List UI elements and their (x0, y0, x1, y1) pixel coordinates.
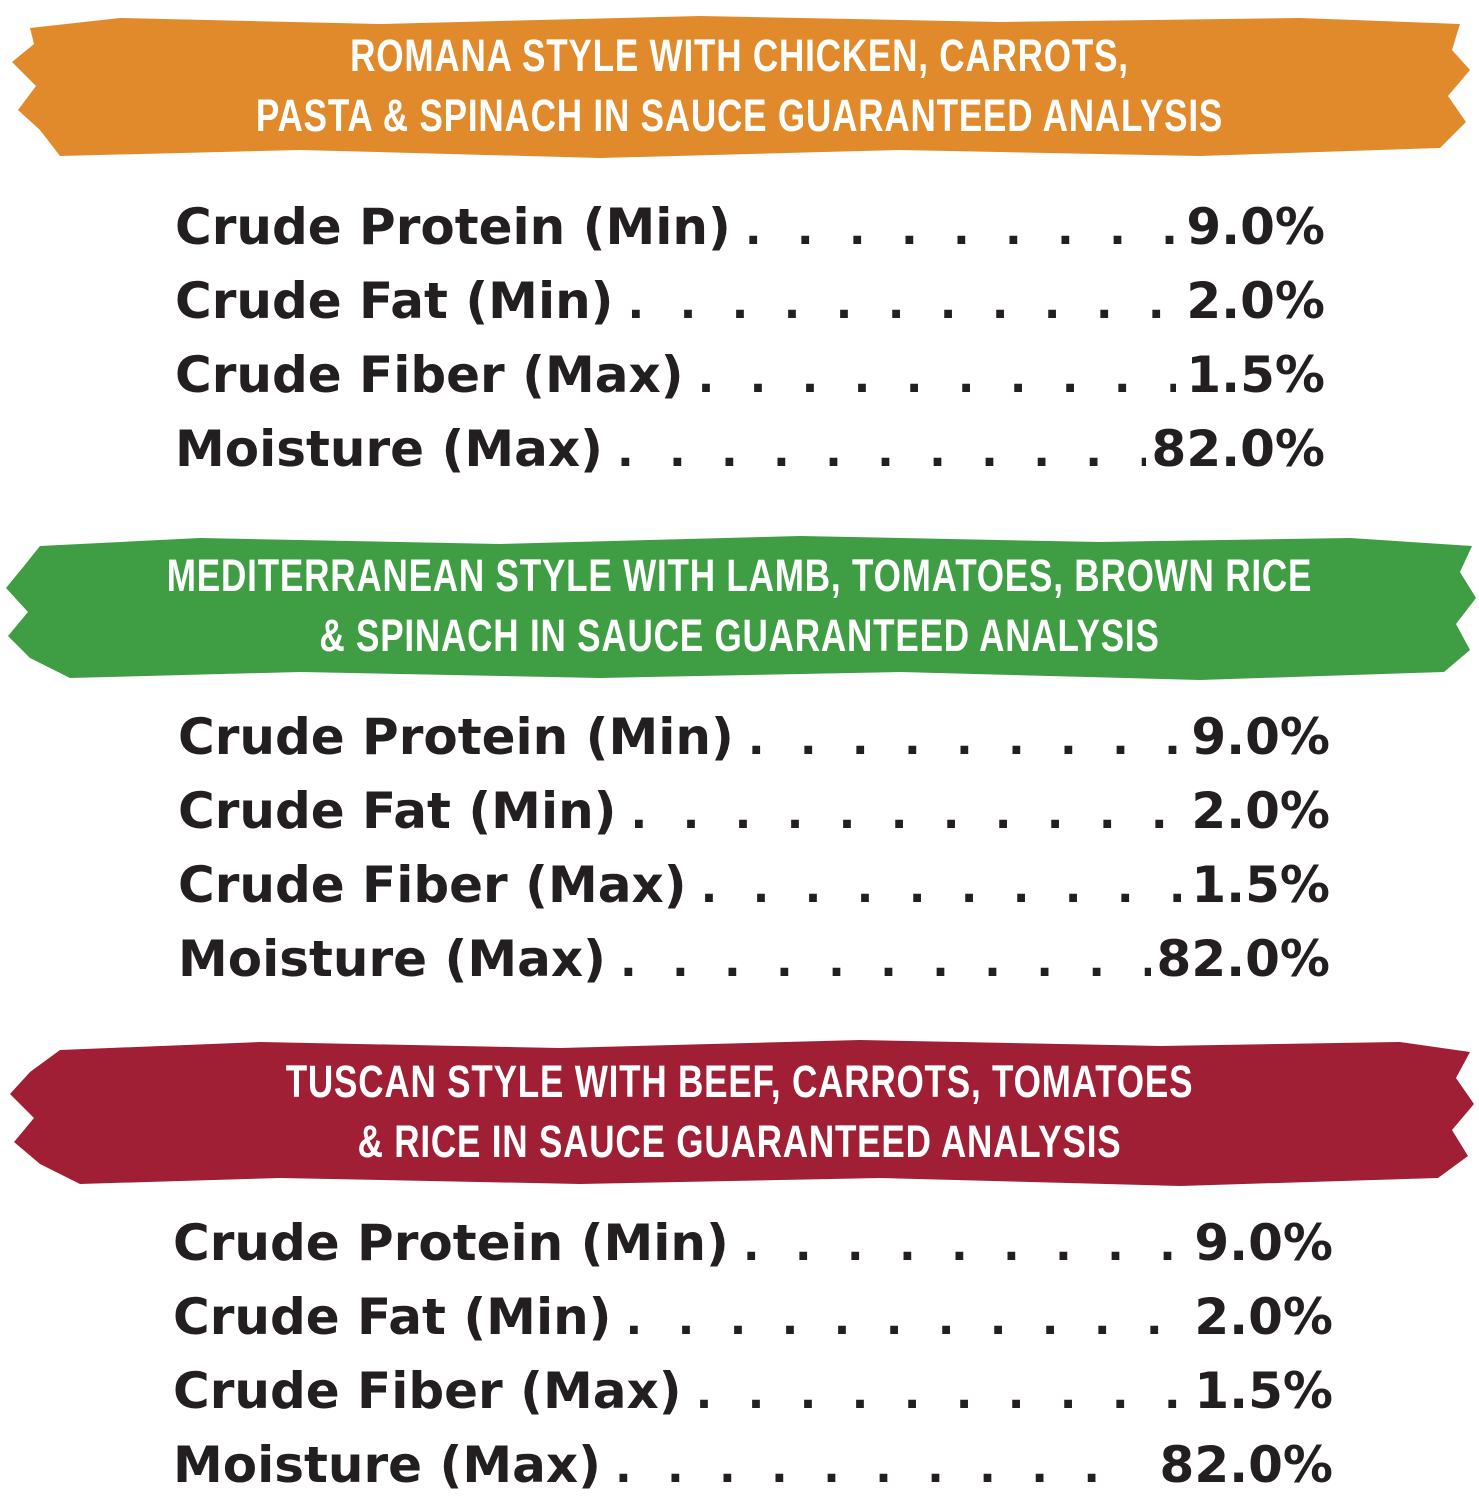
brush-stroke-shape (6, 536, 1476, 680)
heading-banner: ROMANA STYLE WITH CHICKEN, CARROTS, PAST… (0, 10, 1479, 160)
leader-dots: . . . . . . . . . . . . . . . . . . . . … (700, 862, 1182, 913)
row-value: 2.0% (1186, 272, 1325, 330)
heading-line-1: ROMANA STYLE WITH CHICKEN, CARROTS, (350, 30, 1129, 81)
row-value: 9.0% (1194, 1214, 1333, 1272)
row-label: Crude Protein (Min) (173, 1214, 729, 1272)
analysis-row: Crude Fat (Min) . . . . . . . . . . . . … (175, 264, 1325, 338)
leader-dots: . . . . . . . . . . . . . . . . . . . . … (627, 278, 1177, 329)
heading-line-2: & SPINACH IN SAUCE GUARANTEED ANALYSIS (319, 610, 1160, 661)
analysis-row: Crude Protein (Min) . . . . . . . . . . … (173, 1206, 1333, 1280)
row-label: Crude Fiber (Max) (175, 346, 684, 404)
leader-dots: . . . . . . . . . . . . . . . . . . . . … (742, 1220, 1188, 1271)
analysis-row: Crude Fat (Min) . . . . . . . . . . . . … (178, 774, 1330, 848)
row-value: 2.0% (1194, 1288, 1333, 1346)
analysis-row: Moisture (Max) . . . . . . . . . . . . .… (173, 1428, 1333, 1502)
row-value: 1.5% (1186, 346, 1325, 404)
row-value: 2.0% (1191, 782, 1330, 840)
row-label: Moisture (Max) (173, 1436, 601, 1494)
heading-line-1: TUSCAN STYLE WITH BEEF, CARROTS, TOMATOE… (285, 1056, 1194, 1107)
row-value: 1.5% (1191, 856, 1330, 914)
row-value: 82.0% (1156, 930, 1330, 988)
row-label: Moisture (Max) (175, 420, 603, 478)
brush-stroke-shape (10, 1040, 1474, 1186)
analysis-row: Crude Fiber (Max) . . . . . . . . . . . … (175, 338, 1325, 412)
analysis-table: Crude Protein (Min) . . . . . . . . . . … (178, 700, 1330, 996)
leader-dots: . . . . . . . . . . . . . . . . . . . . … (614, 1442, 1136, 1493)
heading-line-1: MEDITERRANEAN STYLE WITH LAMB, TOMATOES,… (166, 550, 1313, 601)
leader-dots: . . . . . . . . . . . . . . . . . . . . … (695, 1368, 1189, 1419)
heading-text: MEDITERRANEAN STYLE WITH LAMB, TOMATOES,… (163, 546, 1317, 666)
row-value: 82.0% (1151, 420, 1325, 478)
analysis-row: Moisture (Max) . . . . . . . . . . . . .… (175, 412, 1325, 486)
leader-dots: . . . . . . . . . . . . . . . . . . . . … (747, 714, 1185, 765)
analysis-row: Crude Protein (Min) . . . . . . . . . . … (175, 190, 1325, 264)
leader-dots: . . . . . . . . . . . . . . . . . . . . … (625, 1294, 1185, 1345)
row-label: Crude Fiber (Max) (173, 1362, 682, 1420)
row-value: 9.0% (1186, 198, 1325, 256)
heading-line-2: PASTA & SPINACH IN SAUCE GUARANTEED ANAL… (255, 90, 1224, 141)
leader-dots: . . . . . . . . . . . . . . . . . . . . … (619, 936, 1151, 987)
row-value: 9.0% (1191, 708, 1330, 766)
leader-dots: . . . . . . . . . . . . . . . . . . . . … (616, 426, 1146, 477)
row-label: Moisture (Max) (178, 930, 606, 988)
row-label: Crude Fat (Min) (175, 272, 614, 330)
analysis-table: Crude Protein (Min) . . . . . . . . . . … (173, 1206, 1333, 1502)
heading-line-2: & RICE IN SAUCE GUARANTEED ANALYSIS (357, 1116, 1122, 1167)
heading-text: TUSCAN STYLE WITH BEEF, CARROTS, TOMATOE… (163, 1052, 1317, 1172)
analysis-table: Crude Protein (Min) . . . . . . . . . . … (175, 190, 1325, 486)
row-label: Crude Protein (Min) (178, 708, 734, 766)
row-label: Crude Fat (Min) (178, 782, 617, 840)
row-label: Crude Fiber (Max) (178, 856, 687, 914)
brush-stroke-shape (12, 16, 1470, 158)
analysis-row: Crude Fiber (Max) . . . . . . . . . . . … (173, 1354, 1333, 1428)
leader-dots: . . . . . . . . . . . . . . . . . . . . … (630, 788, 1182, 839)
analysis-row: Moisture (Max) . . . . . . . . . . . . .… (178, 922, 1330, 996)
heading-text: ROMANA STYLE WITH CHICKEN, CARROTS, PAST… (163, 26, 1317, 146)
heading-banner: MEDITERRANEAN STYLE WITH LAMB, TOMATOES,… (0, 532, 1479, 682)
row-value: 82.0% (1159, 1436, 1333, 1494)
row-label: Crude Fat (Min) (173, 1288, 612, 1346)
leader-dots: . . . . . . . . . . . . . . . . . . . . … (744, 204, 1176, 255)
heading-banner: TUSCAN STYLE WITH BEEF, CARROTS, TOMATOE… (0, 1036, 1479, 1186)
leader-dots: . . . . . . . . . . . . . . . . . . . . … (697, 352, 1177, 403)
analysis-row: Crude Fiber (Max) . . . . . . . . . . . … (178, 848, 1330, 922)
analysis-row: Crude Protein (Min) . . . . . . . . . . … (178, 700, 1330, 774)
row-label: Crude Protein (Min) (175, 198, 731, 256)
analysis-row: Crude Fat (Min) . . . . . . . . . . . . … (173, 1280, 1333, 1354)
row-value: 1.5% (1194, 1362, 1333, 1420)
